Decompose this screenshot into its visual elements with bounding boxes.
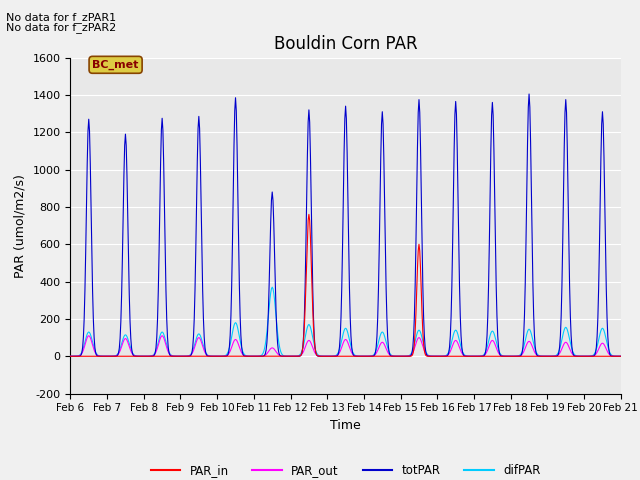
- Title: Bouldin Corn PAR: Bouldin Corn PAR: [274, 35, 417, 53]
- X-axis label: Time: Time: [330, 419, 361, 432]
- Y-axis label: PAR (umol/m2/s): PAR (umol/m2/s): [14, 174, 27, 277]
- Text: BC_met: BC_met: [92, 60, 139, 70]
- Text: No data for f_zPAR1: No data for f_zPAR1: [6, 12, 116, 23]
- Legend: PAR_in, PAR_out, totPAR, difPAR: PAR_in, PAR_out, totPAR, difPAR: [146, 459, 545, 480]
- Text: No data for f_zPAR2: No data for f_zPAR2: [6, 22, 116, 33]
